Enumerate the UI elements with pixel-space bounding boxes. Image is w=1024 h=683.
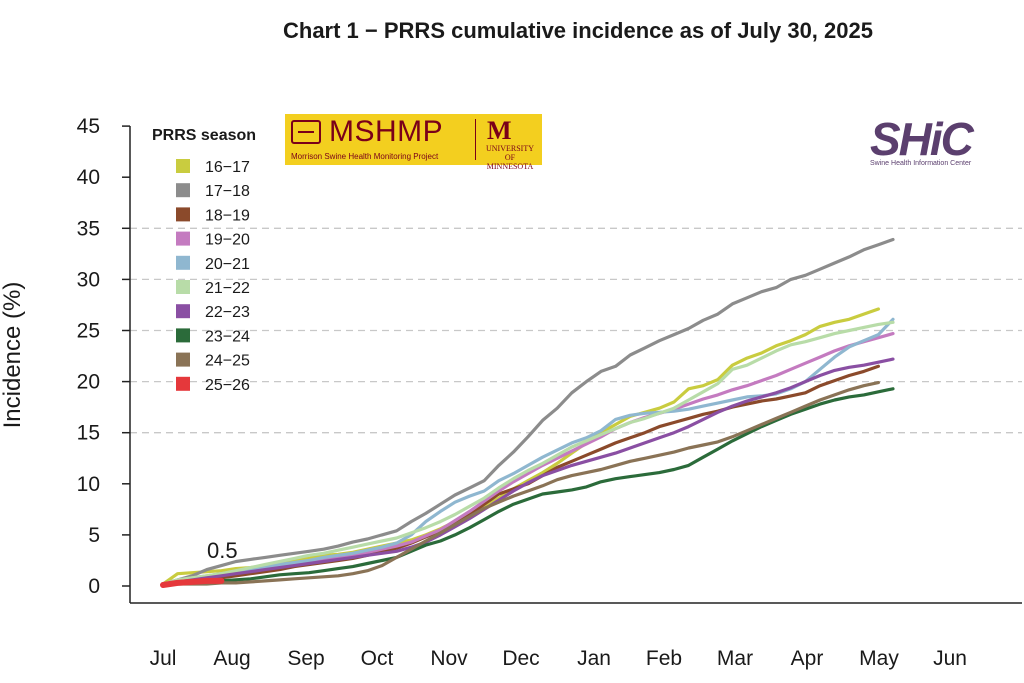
legend-label-3: 19−20 bbox=[205, 232, 250, 249]
legend-label-9: 25−26 bbox=[205, 377, 250, 394]
series-line-24-25 bbox=[161, 381, 880, 586]
x-tick-label-jun: Jun bbox=[933, 647, 967, 670]
legend-swatch-8 bbox=[176, 352, 190, 367]
legend-label-5: 21−22 bbox=[205, 280, 250, 297]
series-line-20-21 bbox=[161, 317, 895, 586]
x-tick-label-mar: Mar bbox=[717, 647, 753, 670]
y-tick-label-15: 15 bbox=[77, 422, 100, 445]
series-line-23-24 bbox=[161, 387, 895, 586]
series-line-19-20 bbox=[161, 332, 895, 586]
legend-swatch-9 bbox=[176, 376, 190, 391]
gridlines bbox=[130, 227, 1022, 434]
legend-swatch-4 bbox=[176, 255, 190, 270]
x-tick-label-feb: Feb bbox=[646, 647, 682, 670]
x-tick-label-dec: Dec bbox=[502, 647, 539, 670]
series-line-21-22 bbox=[161, 320, 895, 586]
y-tick-label-20: 20 bbox=[77, 371, 100, 394]
mshmp-logo: MSHMP Morrison Swine Health Monitoring P… bbox=[285, 114, 542, 171]
legend-label-0: 16−17 bbox=[205, 159, 250, 176]
x-tick-label-apr: Apr bbox=[791, 647, 824, 670]
series-lines bbox=[160, 237, 895, 588]
x-tick-label-aug: Aug bbox=[213, 647, 250, 670]
x-tick-label-nov: Nov bbox=[430, 647, 468, 670]
mshmp-brand: MSHMP bbox=[329, 115, 444, 148]
legend-label-6: 22−23 bbox=[205, 304, 250, 321]
umn-line-1: UNIVERSITY bbox=[486, 144, 534, 153]
series-line-25-26 bbox=[160, 577, 225, 588]
shic-logo: SHiC Swine Health Information Center bbox=[870, 112, 990, 177]
legend-label-4: 20−21 bbox=[205, 256, 250, 273]
legend-label-1: 17−18 bbox=[205, 183, 250, 200]
shic-word: SHiC bbox=[870, 113, 974, 165]
y-ticks: 0 5 10 15 20 25 30 35 40 45 bbox=[77, 115, 130, 598]
x-ticks: Jul Aug Sep Oct Nov Dec Jan Feb Mar Apr May Jun bbox=[150, 647, 967, 670]
y-axis-title: Incidence (%) bbox=[0, 282, 26, 429]
legend-title: PRRS season bbox=[152, 127, 256, 144]
legend-swatch-2 bbox=[176, 207, 190, 222]
legend-swatch-7 bbox=[176, 328, 190, 343]
monitor-icon bbox=[291, 120, 321, 144]
legend-label-8: 24−25 bbox=[205, 353, 250, 370]
umn-line-2: OF MINNESOTA bbox=[486, 153, 534, 171]
legend-swatch-6 bbox=[176, 304, 190, 319]
series-line-17-18 bbox=[161, 237, 895, 586]
series-line-22-23 bbox=[161, 357, 895, 586]
shic-subtitle: Swine Health Information Center bbox=[870, 160, 972, 167]
annotation-label: 0.5 bbox=[207, 538, 238, 563]
legend-swatch-5 bbox=[176, 280, 190, 294]
umn-name: UNIVERSITY OF MINNESOTA bbox=[481, 144, 539, 171]
chart-title: Chart 1 − PRRS cumulative incidence as o… bbox=[283, 18, 873, 43]
y-tick-label-30: 30 bbox=[77, 268, 100, 291]
axes bbox=[129, 126, 1022, 604]
legend-label-2: 18−19 bbox=[205, 207, 250, 224]
x-tick-label-jul: Jul bbox=[150, 647, 177, 670]
x-tick-label-sep: Sep bbox=[287, 647, 324, 670]
mshmp-subtitle: Morrison Swine Health Monitoring Project bbox=[291, 152, 439, 161]
y-tick-label-45: 45 bbox=[77, 115, 100, 138]
logo-divider bbox=[475, 119, 476, 160]
umn-mark: M bbox=[487, 116, 512, 145]
y-tick-label-25: 25 bbox=[77, 320, 100, 343]
x-tick-label-jan: Jan bbox=[577, 647, 611, 670]
y-tick-label-40: 40 bbox=[77, 166, 100, 189]
y-tick-label-0: 0 bbox=[88, 575, 100, 598]
legend-swatch-3 bbox=[176, 231, 190, 246]
legend-swatch-0 bbox=[176, 159, 190, 173]
legend-label-7: 23−24 bbox=[205, 328, 250, 345]
legend-swatch-1 bbox=[176, 183, 190, 198]
legend: PRRS season 16−17 17−18 18−19 19−20 20−21 21−… bbox=[152, 127, 256, 394]
y-tick-label-5: 5 bbox=[88, 524, 100, 547]
x-tick-label-may: May bbox=[859, 647, 899, 670]
x-tick-label-oct: Oct bbox=[361, 647, 394, 670]
y-tick-label-35: 35 bbox=[77, 217, 100, 240]
y-tick-label-10: 10 bbox=[77, 473, 100, 496]
